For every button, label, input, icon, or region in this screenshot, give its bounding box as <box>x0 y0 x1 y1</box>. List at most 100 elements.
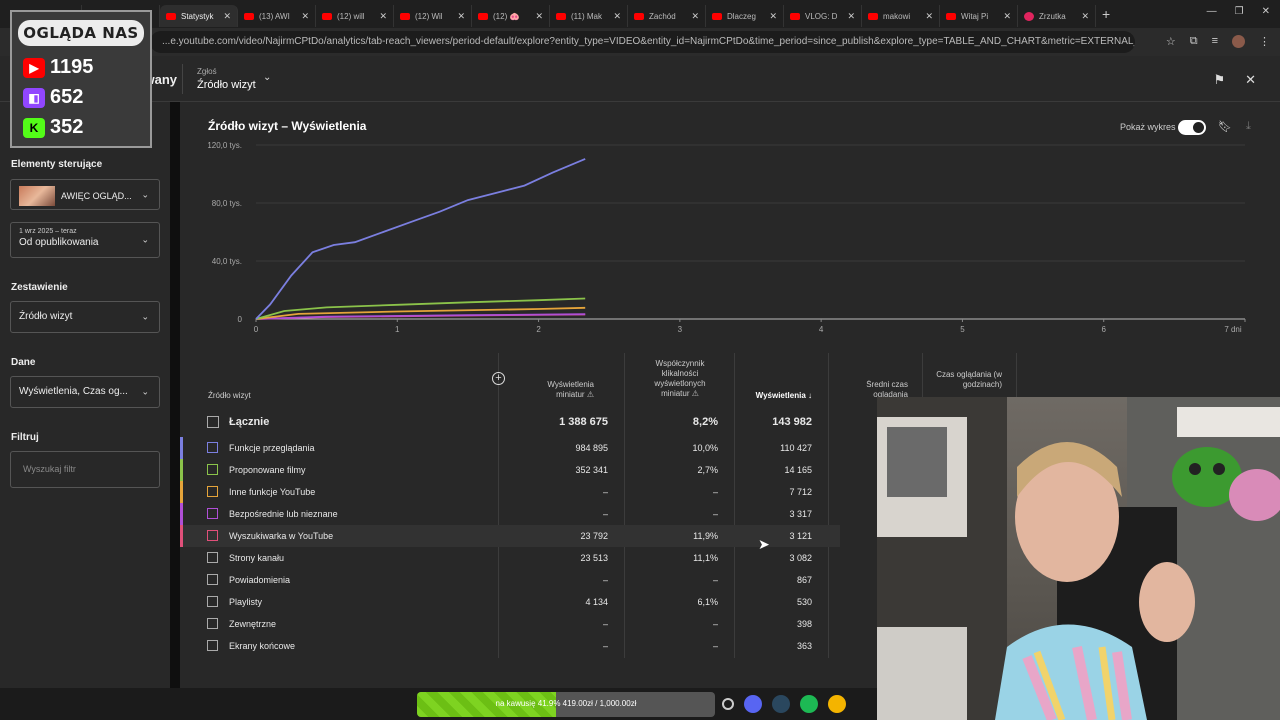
series-line <box>255 297 586 320</box>
column-header-ctr[interactable]: Współczynnik klikalności wyświetlonych m… <box>654 359 706 398</box>
browser-tab[interactable]: (12) 🐽 ✕ <box>472 5 550 27</box>
row-checkbox[interactable] <box>207 508 218 519</box>
browser-tab[interactable]: Witaj Pi ✕ <box>940 5 1018 27</box>
url-field[interactable]: ...e.youtube.com/video/NajirmCPtDo/analy… <box>150 31 1135 53</box>
table-row[interactable]: Proponowane filmy 352 341 2,7% 14 165 <box>180 459 840 481</box>
table-row[interactable]: Playlisty 4 134 6,1% 530 <box>180 591 840 613</box>
tab-close-icon[interactable]: ✕ <box>847 10 855 21</box>
tab-close-icon[interactable]: ✕ <box>379 10 387 21</box>
views-cell: 867 <box>796 575 812 585</box>
source-name: Playlisty <box>229 597 263 607</box>
tab-close-icon[interactable]: ✕ <box>1003 10 1011 21</box>
table-row[interactable]: Wyszukiwarka w YouTube 23 792 11,9% 3 121 <box>180 525 840 547</box>
table-row[interactable]: Inne funkcje YouTube – – 7 712 <box>180 481 840 503</box>
series-color-bar <box>180 503 183 525</box>
x-tick-label: 1 <box>395 325 400 334</box>
row-checkbox[interactable] <box>207 416 219 428</box>
media-icon[interactable]: ≡ <box>1211 35 1218 47</box>
minimize-icon[interactable]: — <box>1206 6 1217 17</box>
tab-close-icon[interactable]: ✕ <box>457 10 465 21</box>
app-icon[interactable] <box>722 698 734 710</box>
chrome-icon[interactable] <box>828 695 846 713</box>
source-name: Proponowane filmy <box>229 465 306 475</box>
row-checkbox[interactable] <box>207 442 218 453</box>
tab-close-icon[interactable]: ✕ <box>613 10 621 21</box>
row-checkbox[interactable] <box>207 574 218 585</box>
row-checkbox[interactable] <box>207 530 218 541</box>
new-tab-icon[interactable]: + <box>1102 6 1111 22</box>
bookmark-star-icon[interactable]: ☆ <box>1165 36 1176 48</box>
webcam-scene <box>877 397 1280 720</box>
table-total-row[interactable]: Łącznie 1 388 675 8,2% 143 982 <box>180 408 840 436</box>
browser-tab[interactable]: Zrzutka ✕ <box>1018 5 1096 27</box>
bookmark-icon[interactable]: 🔖︎ <box>1218 121 1232 133</box>
row-checkbox[interactable] <box>207 640 218 651</box>
table-row[interactable]: Funkcje przeglądania 984 895 10,0% 110 427 <box>180 437 840 459</box>
browser-tab[interactable]: (12) will ✕ <box>316 5 394 27</box>
column-header-avg-duration[interactable]: Średni czas oglądania <box>866 380 908 398</box>
source-name: Wyszukiwarka w YouTube <box>229 531 334 541</box>
column-header-views[interactable]: Wyświetlenia ↓ <box>755 391 812 400</box>
extensions-icon[interactable]: ⧉ <box>1189 35 1198 47</box>
browser-tab[interactable]: (11) Mak ✕ <box>550 5 628 27</box>
steam-icon[interactable] <box>772 695 790 713</box>
column-header-watch-time[interactable]: Czas oglądania (w godzinach) <box>936 370 1002 389</box>
restore-icon[interactable]: ❐ <box>1234 6 1244 17</box>
column-header-impressions[interactable]: Wyświetlenia miniatur ⚠ <box>547 380 594 399</box>
discord-icon[interactable] <box>744 695 762 713</box>
spotify-icon[interactable] <box>800 695 818 713</box>
browser-tab[interactable]: makowi ✕ <box>862 5 940 27</box>
browser-tab[interactable]: (12) Wil ✕ <box>394 5 472 27</box>
youtube-icon <box>322 12 332 20</box>
column-divider <box>498 353 499 658</box>
close-icon[interactable]: ✕ <box>1245 72 1256 87</box>
row-checkbox[interactable] <box>207 464 218 475</box>
views-cell: 3 121 <box>789 531 812 541</box>
metrics-select[interactable]: Wyświetlenia, Czas og... ⌄ <box>10 376 160 408</box>
source-name: Łącznie <box>229 416 270 428</box>
row-checkbox[interactable] <box>207 618 218 629</box>
close-window-icon[interactable]: ✕ <box>1261 6 1270 17</box>
tab-title: (12) will <box>337 11 365 21</box>
table-row[interactable]: Zewnętrzne – – 398 <box>180 613 840 635</box>
show-chart-toggle[interactable] <box>1178 120 1206 135</box>
tab-close-icon[interactable]: ✕ <box>535 10 543 21</box>
table-row[interactable]: Strony kanału 23 513 11,1% 3 082 <box>180 547 840 569</box>
row-checkbox[interactable] <box>207 486 218 497</box>
profile-avatar[interactable] <box>1232 35 1245 48</box>
download-icon[interactable]: ⤓ <box>1245 120 1251 132</box>
views-cell: 363 <box>796 641 812 651</box>
chevron-down-icon[interactable]: ⌄ <box>263 72 272 83</box>
ctr-cell: 6,1% <box>697 597 718 607</box>
table-row[interactable]: Ekrany końcowe – – 363 <box>180 635 840 657</box>
tab-close-icon[interactable]: ✕ <box>223 10 231 21</box>
column-header-source[interactable]: Źródło wizyt <box>208 391 251 400</box>
warning-icon: ⚠ <box>586 390 594 399</box>
video-select[interactable]: AWIĘC OGLĄD... ⌄ <box>10 179 160 210</box>
youtube-icon <box>166 12 176 20</box>
tab-close-icon[interactable]: ✕ <box>1081 10 1089 21</box>
tab-close-icon[interactable]: ✕ <box>925 10 933 21</box>
period-select[interactable]: 1 wrz 2025 – teraz Od opublikowania ⌄ <box>10 222 160 258</box>
chart-actions: 🔖︎ ⤓ <box>1218 120 1251 133</box>
tray-icons <box>722 695 846 713</box>
filter-search-input[interactable]: Wyszukaj filtr <box>10 451 160 488</box>
browser-tab[interactable]: Dlaczeg ✕ <box>706 5 784 27</box>
report-selector[interactable]: Źródło wizyt <box>197 79 256 91</box>
feedback-icon[interactable]: ⚑ <box>1213 72 1226 87</box>
browser-tab[interactable]: Zachód ✕ <box>628 5 706 27</box>
tab-close-icon[interactable]: ✕ <box>301 10 309 21</box>
browser-tab[interactable]: VLOG: D ✕ <box>784 5 862 27</box>
ctr-cell: 2,7% <box>697 465 718 475</box>
tab-close-icon[interactable]: ✕ <box>691 10 699 21</box>
breakdown-select[interactable]: Źródło wizyt ⌄ <box>10 301 160 333</box>
menu-icon[interactable]: ⋮ <box>1259 36 1270 48</box>
tab-close-icon[interactable]: ✕ <box>769 10 777 21</box>
row-checkbox[interactable] <box>207 552 218 563</box>
browser-tab[interactable]: Statystyk ✕ <box>160 5 238 27</box>
add-column-icon[interactable]: + <box>492 372 505 385</box>
table-row[interactable]: Powiadomienia – – 867 <box>180 569 840 591</box>
row-checkbox[interactable] <box>207 596 218 607</box>
table-row[interactable]: Bezpośrednie lub nieznane – – 3 317 <box>180 503 840 525</box>
browser-tab[interactable]: (13) AWI ✕ <box>238 5 316 27</box>
